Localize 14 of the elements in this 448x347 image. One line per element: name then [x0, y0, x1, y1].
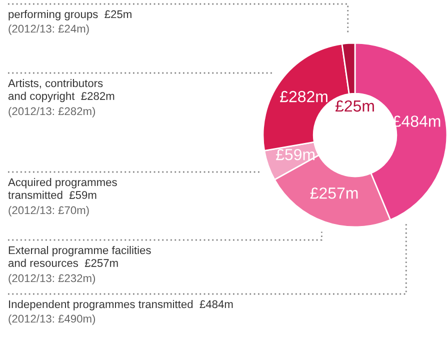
data-label: £59m	[276, 148, 314, 160]
text: (2012/13: £282m)	[8, 107, 96, 118]
slice-label: Acquired programmes transmitted £59m	[8, 178, 117, 199]
slice-label: External programme facilities and resources £257m	[8, 246, 151, 267]
slice-label: Artists, contributors and copyright £282m	[8, 79, 114, 102]
text: (2012/13: £490m)	[8, 314, 96, 325]
text: (2012/13: £24m)	[8, 24, 89, 35]
text: (2012/13: £70m)	[8, 206, 89, 216]
data-label: £282m	[280, 90, 328, 102]
data-label: £25m	[335, 100, 374, 112]
data-label: £257m	[310, 187, 358, 199]
text: (2012/13: £232m)	[8, 274, 96, 284]
slice-label: performing groups £25m	[8, 10, 132, 20]
slice-label: Independent programmes transmitted £484m	[9, 300, 233, 310]
